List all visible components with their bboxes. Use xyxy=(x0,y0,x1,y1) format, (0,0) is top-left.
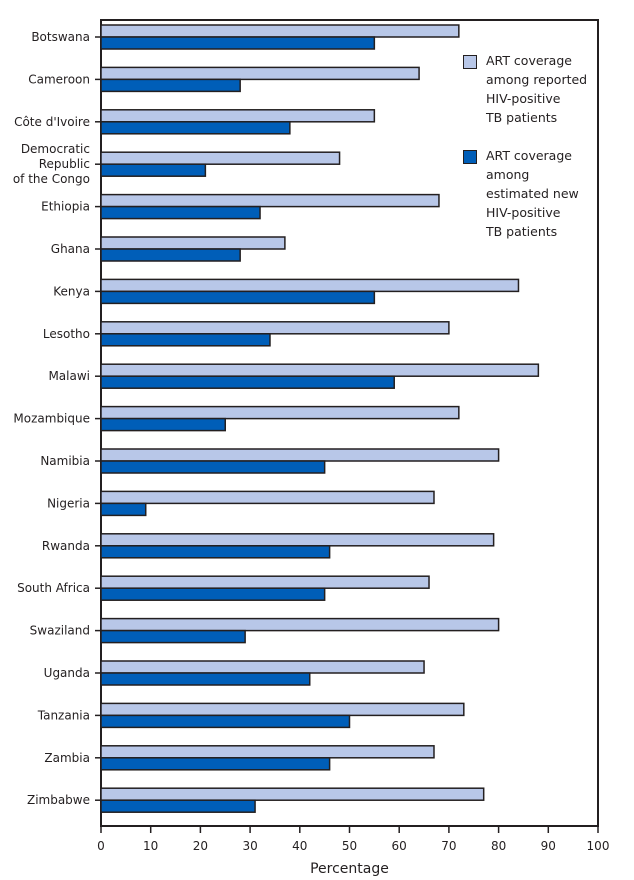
legend-line: HIV-positive xyxy=(486,205,561,220)
bar-estimated xyxy=(100,545,331,559)
x-tick-label: 40 xyxy=(292,839,307,853)
category-label: Cameroon xyxy=(28,72,90,86)
x-tick-label: 100 xyxy=(587,839,610,853)
bar-reported xyxy=(100,745,435,759)
category-label: Ghana xyxy=(51,242,90,256)
bar-estimated xyxy=(100,672,311,686)
bar-reported xyxy=(100,448,500,462)
category-label: Tanzania xyxy=(37,708,90,722)
category-label: Zambia xyxy=(44,751,90,765)
category-label: Malawi xyxy=(48,369,90,383)
category-label: Rwanda xyxy=(42,539,90,553)
category-label: Côte d'Ivoire xyxy=(14,115,90,129)
category-label: Nigeria xyxy=(47,496,90,510)
x-tick-label: 60 xyxy=(392,839,407,853)
x-tick-label: 0 xyxy=(97,839,105,853)
legend-line: HIV-positive xyxy=(486,91,561,106)
legend-swatch-estimated xyxy=(463,150,477,164)
legend-line: among reported xyxy=(486,72,588,87)
bar-reported xyxy=(100,321,450,335)
bar-reported xyxy=(100,787,485,801)
bar-estimated xyxy=(100,205,261,220)
category-label: Namibia xyxy=(40,454,90,468)
bar-estimated xyxy=(100,460,326,474)
category-label: Lesotho xyxy=(43,327,90,341)
legend-swatch-reported xyxy=(463,55,477,69)
category-label: Mozambique xyxy=(13,412,90,426)
category-label: Ethiopia xyxy=(41,200,90,214)
x-axis-label: Percentage xyxy=(310,861,389,877)
bar-reported xyxy=(100,617,500,632)
bar-estimated xyxy=(100,248,241,262)
bar-estimated xyxy=(100,36,376,50)
bar-estimated xyxy=(100,163,207,177)
bar-estimated xyxy=(100,502,147,517)
category-label: South Africa xyxy=(17,581,90,595)
bar-estimated xyxy=(100,121,291,135)
bar-reported xyxy=(100,702,465,717)
category-label: Uganda xyxy=(44,666,90,680)
bar-reported xyxy=(100,109,376,123)
bar-reported xyxy=(100,24,460,38)
bar-reported xyxy=(100,278,520,293)
bar-estimated xyxy=(100,417,226,432)
category-label: Kenya xyxy=(53,284,90,298)
bar-estimated xyxy=(100,757,331,771)
category-label: Zimbabwe xyxy=(27,793,90,807)
legend-label-reported: ART coverage among reported HIV-positive… xyxy=(486,51,626,127)
bar-reported xyxy=(100,405,460,420)
category-label: Democratic Republic of the Congo xyxy=(13,142,90,186)
x-tick-label: 10 xyxy=(143,839,158,853)
x-tick-label: 30 xyxy=(242,839,257,853)
legend-line: TB patients xyxy=(486,224,558,239)
bar-reported xyxy=(100,236,286,250)
bar-estimated xyxy=(100,375,395,389)
category-label: Swaziland xyxy=(30,624,90,638)
bar-reported xyxy=(100,151,341,165)
bar-estimated xyxy=(100,629,246,644)
bar-estimated xyxy=(100,799,256,813)
legend-line: TB patients xyxy=(486,110,558,125)
bar-reported xyxy=(100,66,420,81)
x-tick-label: 80 xyxy=(491,839,506,853)
bar-reported xyxy=(100,533,495,547)
x-tick-label: 90 xyxy=(541,839,556,853)
bar-estimated xyxy=(100,78,241,93)
bar-reported xyxy=(100,660,425,674)
bar-reported xyxy=(100,490,435,505)
legend-line: among xyxy=(486,167,530,182)
legend-label-estimated: ART coverage among estimated new HIV-pos… xyxy=(486,146,626,241)
bar-reported xyxy=(100,193,440,208)
legend-line: ART coverage xyxy=(486,53,572,68)
bar-estimated xyxy=(100,714,351,729)
bar-estimated xyxy=(100,333,271,347)
bar-estimated xyxy=(100,290,376,305)
legend-line: ART coverage xyxy=(486,148,572,163)
bar-reported xyxy=(100,363,540,377)
legend-line: estimated new xyxy=(486,186,579,201)
category-label: Botswana xyxy=(31,30,90,44)
bar-reported xyxy=(100,575,430,589)
bar-estimated xyxy=(100,587,326,601)
x-tick-label: 50 xyxy=(342,839,357,853)
x-tick-label: 20 xyxy=(193,839,208,853)
x-tick-label: 70 xyxy=(441,839,456,853)
